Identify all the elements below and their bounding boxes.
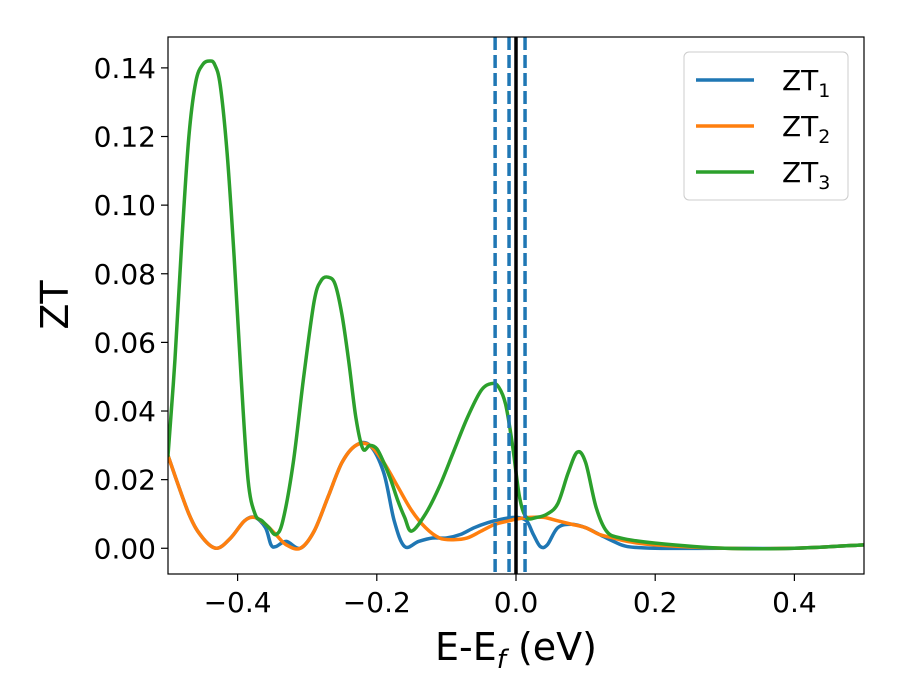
- x-axis-title-unit: (eV): [506, 625, 597, 669]
- axis-ticks: −0.4 −0.2 0.0 0.2 0.4 0.00 0.02 0.04 0.06 0.08 0.1…: [94, 52, 817, 619]
- x-tick-label: −0.4: [204, 586, 272, 619]
- y-axis-title: ZT: [33, 280, 77, 330]
- plot-area: [168, 37, 864, 574]
- legend-label-zt3: ZT3: [782, 156, 830, 194]
- y-tick-label: 0.14: [94, 52, 156, 85]
- plot-clip-group: [168, 37, 864, 574]
- x-axis-title: E-Ef (eV): [435, 625, 597, 675]
- y-tick-label: 0.02: [94, 464, 156, 497]
- y-tick-label: 0.04: [94, 395, 156, 428]
- legend: ZT1 ZT2 ZT3: [683, 51, 849, 201]
- x-tick-label: 0.2: [633, 586, 678, 619]
- x-tick-label: −0.2: [343, 586, 411, 619]
- y-tick-label: 0.00: [94, 532, 156, 565]
- x-tick-label: 0.4: [772, 586, 817, 619]
- series-line-zt3: [168, 59, 864, 551]
- legend-box: [683, 51, 849, 201]
- y-tick-label: 0.06: [94, 326, 156, 359]
- legend-label-zt1: ZT1: [782, 64, 830, 102]
- x-axis-title-main: E-E: [435, 625, 497, 669]
- plot-frame: [167, 36, 865, 575]
- y-tick-label: 0.08: [94, 258, 156, 291]
- legend-label-zt2: ZT2: [782, 110, 830, 148]
- x-tick-label: 0.0: [494, 586, 539, 619]
- y-tick-label: 0.12: [94, 121, 156, 154]
- y-tick-label: 0.10: [94, 189, 156, 222]
